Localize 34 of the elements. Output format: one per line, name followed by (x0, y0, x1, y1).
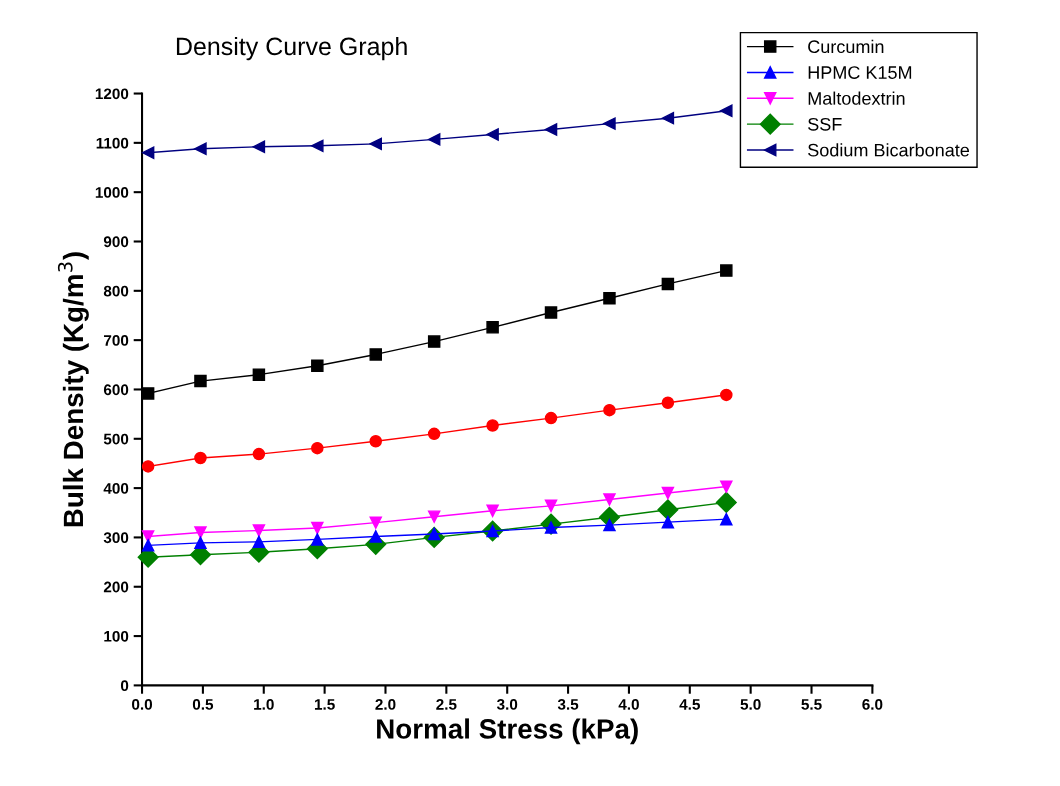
x-tick-label: 6.0 (862, 698, 883, 710)
chart-title: Density Curve Graph (176, 36, 407, 61)
y-tick-label: 200 (103, 581, 129, 593)
x-tick-label: 1.0 (254, 698, 274, 710)
x-tick-label: 1.5 (314, 699, 335, 710)
x-tick-label: 4.5 (679, 699, 700, 710)
x-tick-label: 2.0 (375, 698, 396, 710)
x-tick-label: 0.5 (192, 698, 214, 710)
y-tick-label: 1200 (95, 88, 129, 100)
legend-label: HPMC K15M (808, 66, 912, 79)
x-tick-label: 5.0 (740, 698, 761, 710)
legend-label: Sodium Bicarbonate (808, 143, 970, 157)
x-tick-label: 3.5 (557, 698, 579, 710)
legend-label: Curcumin (808, 39, 884, 54)
y-tick-label: 400 (103, 482, 129, 494)
y-tick-label: 100 (104, 630, 129, 642)
y-tick-label: 1000 (95, 187, 129, 198)
x-tick-label: 3.0 (496, 698, 518, 710)
y-tick-label: 900 (103, 236, 129, 248)
y-tick-label: 0 (120, 680, 129, 692)
x-tick-label: 5.5 (801, 699, 822, 710)
y-tick-label: 300 (103, 532, 129, 544)
y-tick-label: 500 (103, 433, 129, 445)
y-axis-title: Bulk Density (Kg/m$^{3}$) (57, 252, 89, 527)
legend-label: Maltodextrin (808, 91, 905, 105)
x-tick-label: 2.5 (436, 698, 457, 710)
x-tick-label: 4.0 (618, 698, 639, 710)
x-tick-label: 0.0 (132, 698, 153, 710)
y-tick-label: 600 (103, 384, 129, 396)
y-tick-label: 1100 (96, 137, 129, 149)
y-tick-label: 800 (103, 285, 129, 297)
y-tick-label: 700 (104, 335, 129, 346)
x-axis-title: Normal Stress (kPa) (377, 718, 638, 745)
legend-label: SSF (808, 117, 842, 131)
